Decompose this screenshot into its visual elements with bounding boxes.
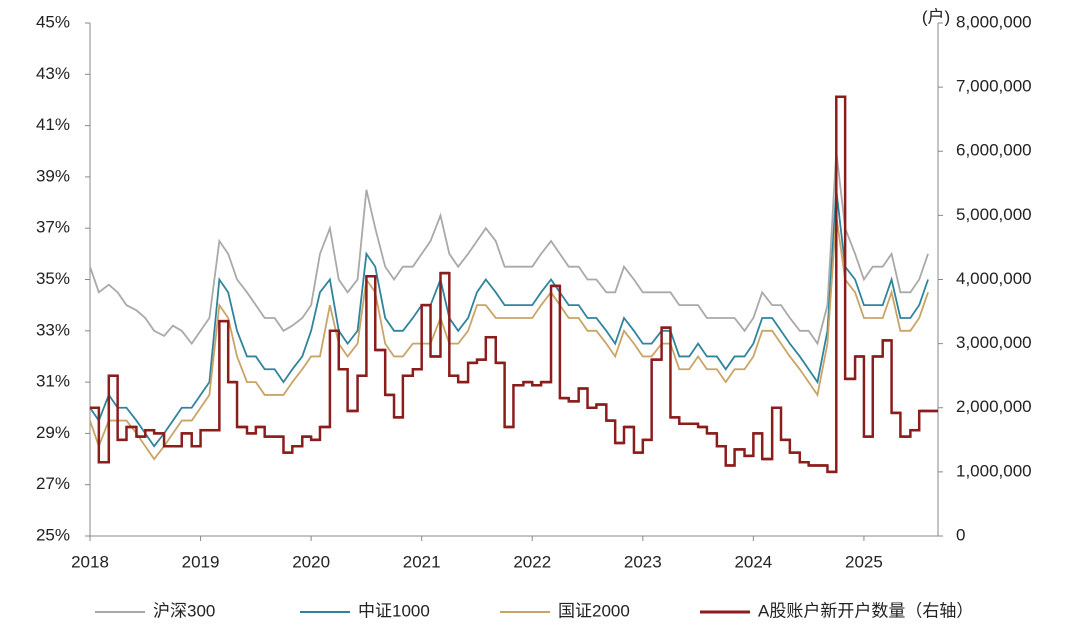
y-tick-label: 41% (36, 115, 70, 134)
series-line (89, 189, 929, 448)
series-line (89, 151, 929, 346)
series-line (89, 215, 929, 461)
legend-label: A股账户新开户数量（右轴） (758, 601, 973, 620)
legend-label: 中证1000 (358, 601, 430, 620)
y-tick-label: 37% (36, 218, 70, 237)
x-tick-label: 2022 (513, 552, 551, 571)
y2-tick-label: 3,000,000 (956, 333, 1032, 352)
legend-label: 沪深300 (153, 601, 215, 620)
y-tick-label: 43% (36, 64, 70, 83)
y-tick-label: 31% (36, 372, 70, 391)
y-tick-label: 27% (36, 474, 70, 493)
y-tick-label: 45% (36, 12, 70, 31)
x-tick-label: 2024 (734, 552, 772, 571)
y2-tick-label: 8,000,000 (956, 12, 1032, 31)
x-tick-label: 2018 (71, 552, 109, 571)
y-tick-label: 25% (36, 525, 70, 544)
y2-tick-label: 1,000,000 (956, 461, 1032, 480)
y2-tick-label: 4,000,000 (956, 269, 1032, 288)
y2-unit: (户) (922, 7, 950, 26)
y2-tick-label: 2,000,000 (956, 397, 1032, 416)
x-tick-label: 2023 (624, 552, 662, 571)
y-tick-label: 35% (36, 269, 70, 288)
y2-tick-label: 0 (956, 525, 965, 544)
legend-label: 国证2000 (558, 601, 630, 620)
x-tick-label: 2019 (182, 552, 220, 571)
y-tick-label: 39% (36, 166, 70, 185)
y-tick-label: 33% (36, 320, 70, 339)
y2-tick-label: 6,000,000 (956, 141, 1032, 160)
x-tick-label: 2020 (292, 552, 330, 571)
x-tick-label: 2021 (403, 552, 441, 571)
y2-tick-label: 7,000,000 (956, 77, 1032, 96)
y2-tick-label: 5,000,000 (956, 205, 1032, 224)
x-tick-label: 2025 (845, 552, 883, 571)
step-connector (90, 95, 938, 474)
y-tick-label: 29% (36, 423, 70, 442)
